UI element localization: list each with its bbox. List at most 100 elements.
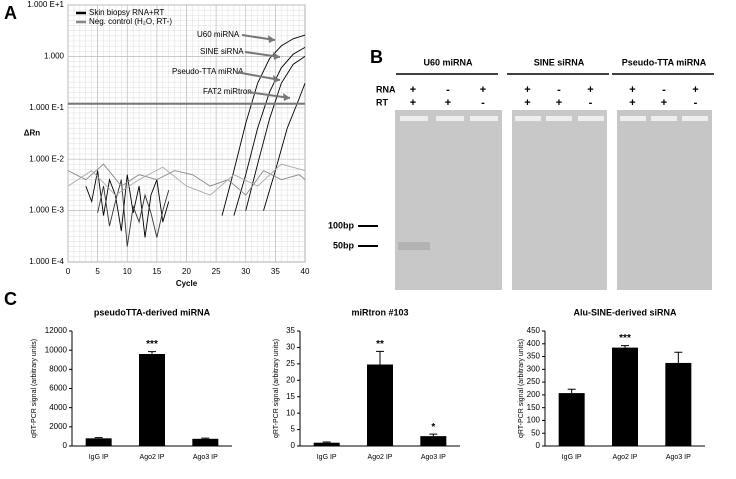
- rt-sign: +: [661, 97, 667, 109]
- y-tick-label: 30: [286, 343, 295, 352]
- row-label: RT: [376, 97, 388, 107]
- gel-lane-block: [512, 110, 607, 290]
- rna-sign: +: [629, 84, 635, 96]
- y-tick-label: 1.000 E-3: [29, 206, 64, 215]
- x-tick-label: 0: [66, 267, 71, 276]
- y-tick-label: 1.000 E-2: [29, 154, 64, 163]
- gel-header: Pseudo-TTA miRNA: [622, 57, 707, 67]
- x-axis-label: Cycle: [176, 279, 198, 288]
- arrow-head: [268, 35, 275, 43]
- panel-label: A: [4, 3, 17, 23]
- annotation-arrow: [247, 91, 291, 99]
- rt-sign: -: [694, 97, 698, 109]
- gel-header: SINE siRNA: [534, 57, 585, 67]
- chart-title: Alu-SINE-derived siRNA: [573, 307, 677, 317]
- x-tick-label: 15: [152, 267, 161, 276]
- curve: [263, 83, 306, 211]
- rt-sign: +: [524, 97, 530, 109]
- x-tick-label: 30: [241, 267, 250, 276]
- rna-sign: -: [446, 84, 450, 96]
- bar: [612, 347, 638, 446]
- curve: [85, 170, 170, 238]
- y-tick-label: 50: [531, 428, 540, 437]
- y-axis-label: qRT-PCR signal (arbitrary units): [273, 339, 280, 438]
- panel-label: C: [4, 289, 17, 309]
- chart-title: pseudoTTA-derived miRNA: [94, 307, 211, 317]
- annotation-arrow: [235, 71, 281, 81]
- y-tick-label: 8000: [49, 364, 67, 373]
- bar: [313, 442, 340, 446]
- y-tick-label: 0: [536, 441, 541, 450]
- x-tick-label: 5: [95, 267, 100, 276]
- x-tick-label: Ago2 IP: [613, 454, 638, 461]
- ladder-label: 50bp: [333, 240, 355, 250]
- bar: [192, 438, 219, 446]
- rt-sign: -: [589, 97, 593, 109]
- rna-sign: -: [662, 84, 666, 96]
- error-bar: [322, 441, 331, 443]
- gel-wells: [400, 116, 708, 121]
- y-tick-label: 12000: [45, 326, 68, 335]
- panel-label: B: [370, 47, 383, 67]
- x-tick-label: 40: [301, 267, 310, 276]
- rt-sign: +: [445, 97, 451, 109]
- arrow-head: [273, 52, 280, 60]
- legend-label: Neg. control (H₂O, RT-): [89, 17, 172, 26]
- y-tick-label: 150: [527, 403, 541, 412]
- y-tick-label: 250: [527, 377, 541, 386]
- row-label: RNA: [376, 84, 396, 94]
- x-tick-label: 35: [271, 267, 280, 276]
- ladder-label: 100bp: [328, 220, 355, 230]
- y-tick-label: 2000: [49, 422, 67, 431]
- error-bar: [94, 437, 103, 439]
- curve: [245, 56, 306, 211]
- error-bar: [148, 351, 156, 354]
- significance: *: [431, 422, 435, 433]
- rna-sign: -: [557, 84, 561, 96]
- significance: **: [376, 339, 384, 350]
- x-tick-label: 25: [212, 267, 221, 276]
- significance: ***: [619, 333, 631, 344]
- error-bar: [429, 433, 438, 437]
- y-tick-label: 5: [291, 425, 296, 434]
- bar: [367, 364, 393, 446]
- gel-band: [398, 242, 430, 250]
- y-tick-label: 25: [286, 359, 295, 368]
- y-tick-label: 100: [527, 416, 541, 425]
- annotation: Pseudo-TTA miRNA: [172, 67, 244, 76]
- error-bar: [376, 350, 384, 365]
- gel-lane-block: [617, 110, 712, 290]
- error-bar: [201, 437, 210, 439]
- rna-sign: +: [480, 84, 486, 96]
- x-tick-label: 10: [123, 267, 132, 276]
- y-tick-label: 450: [527, 326, 541, 335]
- annotation: U60 miRNA: [197, 30, 240, 39]
- y-tick-label: 1.000 E-4: [29, 257, 64, 266]
- y-tick-label: 20: [286, 375, 295, 384]
- legend-label: Skin biopsy RNA+RT: [89, 8, 164, 17]
- annotation: SINE siRNA: [200, 47, 244, 56]
- y-tick-label: 10000: [45, 345, 68, 354]
- y-tick-label: 1.000 E+1: [27, 0, 64, 9]
- y-tick-label: 0: [291, 441, 296, 450]
- rt-sign: +: [556, 97, 562, 109]
- x-tick-label: 20: [182, 267, 191, 276]
- y-tick-label: 6000: [49, 384, 67, 393]
- rt-sign: -: [481, 97, 485, 109]
- rt-sign: +: [410, 97, 416, 109]
- gel-header: U60 miRNA: [423, 57, 473, 67]
- rna-sign: +: [692, 84, 698, 96]
- x-tick-label: IgG IP: [317, 454, 337, 461]
- error-bar: [567, 388, 576, 394]
- curve: [221, 34, 306, 216]
- significance: ***: [146, 339, 158, 350]
- rna-sign: +: [524, 84, 530, 96]
- y-tick-label: 300: [527, 364, 541, 373]
- curve: [67, 163, 306, 196]
- y-axis-label: qRT-PCR signal (arbitrary units): [518, 339, 525, 438]
- x-tick-label: Ago3 IP: [421, 454, 446, 461]
- y-axis-label: ΔRn: [24, 129, 41, 138]
- curve: [67, 163, 306, 196]
- rna-sign: +: [587, 84, 593, 96]
